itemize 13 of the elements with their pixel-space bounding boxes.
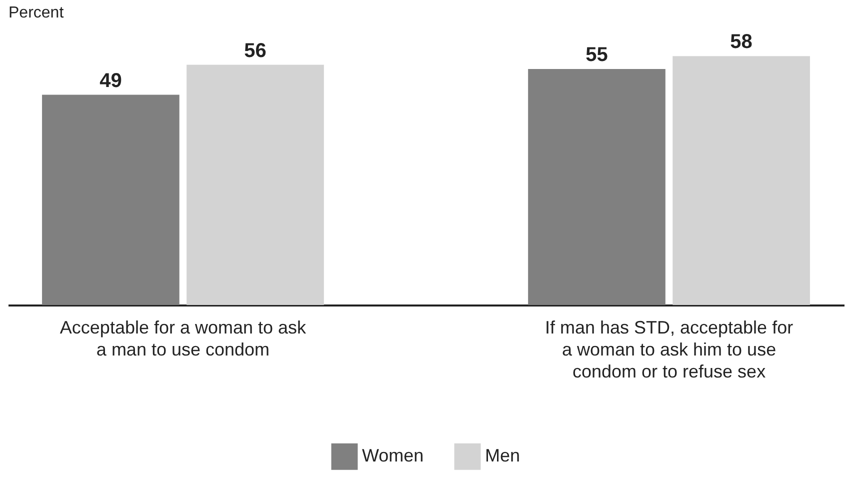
bar xyxy=(186,64,324,305)
bar xyxy=(672,56,810,305)
bar xyxy=(528,69,666,305)
data-label: 56 xyxy=(244,40,266,62)
data-label: 58 xyxy=(730,31,752,54)
legend-label: Men xyxy=(485,446,520,466)
bar xyxy=(42,94,180,305)
data-label: 55 xyxy=(586,44,608,66)
legend-label: Women xyxy=(362,446,424,466)
y-axis-title: Percent xyxy=(8,4,64,22)
x-tick-label: If man has STD, acceptable for a woman to ask him to use condom or to refuse sex xyxy=(544,318,794,382)
data-label: 49 xyxy=(100,70,122,92)
x-tick-label: Acceptable for a woman to ask a man to use condom xyxy=(60,318,308,360)
